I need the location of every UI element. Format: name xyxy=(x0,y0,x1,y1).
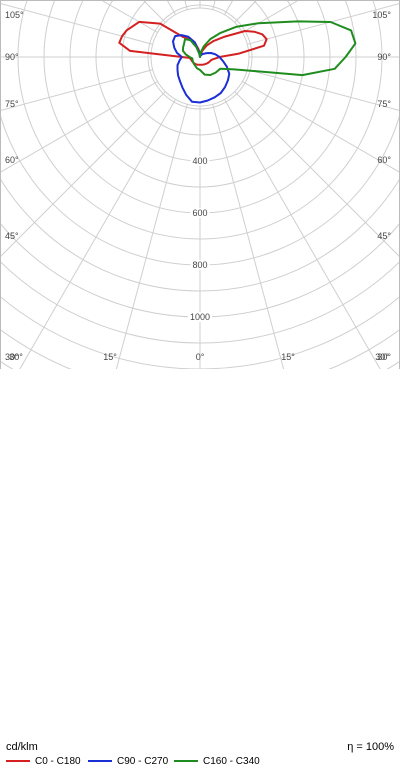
angle-label-left: 75° xyxy=(5,99,19,109)
angle-label-left: 90° xyxy=(5,52,19,62)
curve-series-0 xyxy=(118,20,268,66)
radial-tick-label-bg xyxy=(190,260,210,270)
polar-chart: 400 600 800 1000 105° 90° 75° 60° 45° 30° 105° 90° 7… xyxy=(0,0,400,400)
legend-label-c160-c340: C160 - C340 xyxy=(203,755,260,767)
chart-footer: cd/klm η = 100% C0 - C180 C90 - C270 C16… xyxy=(0,369,400,767)
curves xyxy=(118,20,357,104)
radial-tick-label: 600 xyxy=(192,208,207,218)
radial-tick-label: 1000 xyxy=(190,312,210,322)
curve-series-2 xyxy=(181,20,357,77)
grid-spoke xyxy=(0,56,201,174)
radial-tick-label-bg xyxy=(190,208,210,218)
polar-grid xyxy=(0,0,400,400)
angle-label-left: 60° xyxy=(5,155,19,165)
unit-label: cd/klm xyxy=(6,741,38,753)
angle-label-bottom: 15° xyxy=(103,352,117,362)
legend-item-c90-c270: C90 - C270 xyxy=(88,754,168,768)
legend-label-c0-c180: C0 - C180 xyxy=(35,755,81,767)
grid-spoke xyxy=(199,56,400,112)
grid-spoke xyxy=(0,2,201,58)
grid-spoke xyxy=(199,0,300,58)
legend-item-c0-c180: C0 - C180 xyxy=(6,754,81,768)
curve-series-1 xyxy=(172,34,231,104)
grid-labels: 400 600 800 1000 105° 90° 75° 60° 45° 30° 105° 90° 7… xyxy=(5,10,391,362)
grid-spoke xyxy=(199,56,400,258)
angle-label-right: 105° xyxy=(372,10,391,20)
radial-tick-label: 800 xyxy=(192,260,207,270)
grid-spoke xyxy=(0,56,201,258)
grid-spoke xyxy=(199,56,400,174)
angle-label-right: 90° xyxy=(377,52,391,62)
legend-swatch-c0-c180 xyxy=(6,760,30,762)
grid-spoke xyxy=(100,0,201,58)
angle-label-left: 105° xyxy=(5,10,24,20)
angle-label-bottom: 0° xyxy=(196,352,205,362)
angle-label-left: 45° xyxy=(5,231,19,241)
efficiency-label: η = 100% xyxy=(347,741,394,753)
grid-spoke xyxy=(107,56,201,400)
grid-spoke xyxy=(199,56,399,400)
angle-label-left: 30° xyxy=(5,352,19,362)
radial-tick-label: 400 xyxy=(192,156,207,166)
angle-label-right: 60° xyxy=(377,155,391,165)
radial-tick-label-bg xyxy=(187,312,213,322)
angle-label-bottom: 30° xyxy=(375,352,389,362)
legend-swatch-c160-c340 xyxy=(174,760,198,762)
grid-spoke xyxy=(1,56,201,400)
legend-swatch-c90-c270 xyxy=(88,760,112,762)
radial-tick-label-bg xyxy=(190,156,210,166)
legend-item-c160-c340: C160 - C340 xyxy=(174,754,260,768)
angle-label-right: 45° xyxy=(377,231,391,241)
angle-label-bottom: 30° xyxy=(9,352,23,362)
grid-spoke xyxy=(0,56,201,112)
grid-spoke xyxy=(199,56,293,400)
legend: C0 - C180 C90 - C270 C160 - C340 xyxy=(6,754,396,768)
legend-label-c90-c270: C90 - C270 xyxy=(117,755,169,767)
angle-label-right: 30° xyxy=(377,352,391,362)
grid-spoke xyxy=(199,2,400,58)
angle-label-right: 75° xyxy=(377,99,391,109)
angle-label-bottom: 15° xyxy=(281,352,295,362)
